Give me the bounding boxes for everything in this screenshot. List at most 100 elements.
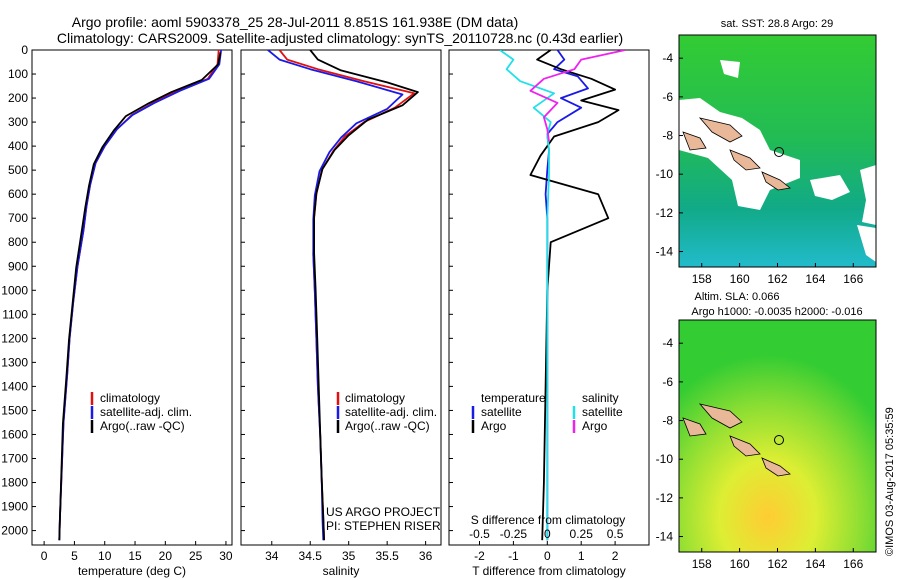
s-difference-ticks: -0.5 -0.25 0 0.25 0.5 [469, 527, 624, 541]
difference-xlabel: T difference from climatology [472, 564, 626, 578]
map-y-tick-label: -10 [656, 452, 674, 466]
map-x-tick-label: 164 [805, 272, 825, 286]
legend-label-s-argo: Argo [582, 419, 608, 433]
depth-axis: 0 100 200 300 400 500 600 700 800 900 1000 1100 1200… [1, 43, 36, 538]
legend-label-t-argo: Argo [481, 419, 507, 433]
depth-tick-label: 1100 [2, 307, 28, 321]
sst-map-title: sat. SST: 28.8 Argo: 29 [721, 18, 834, 30]
legend-label-t-satellite: satellite [481, 405, 522, 419]
depth-tick-label: 100 [8, 67, 28, 81]
depth-tick-label: 900 [8, 259, 28, 273]
sla-map-title: Altim. SLA: 0.066 [695, 291, 780, 303]
sst-island [729, 149, 761, 171]
depth-tick-label: 1600 [1, 427, 28, 441]
depth-tick-label: 1300 [1, 355, 28, 369]
sla-island [682, 417, 707, 437]
difference-legend-salinity: salinity satellite Argo [572, 391, 623, 433]
x-tick-label: 0 [544, 549, 551, 563]
sst-cloud-mask [810, 175, 850, 200]
series-t-argo [529, 50, 620, 541]
x-tick-label: 20 [159, 549, 173, 563]
sst-map: 158 160 162 164 166 -4 -6 -8 -10 -12 -14 [656, 34, 877, 286]
depth-tick-label: 1000 [1, 283, 28, 297]
sst-cloud-mask [720, 60, 740, 78]
imos-timestamp: ©IMOS 03-Aug-2017 05:35:59 [884, 407, 896, 556]
sla-island [761, 457, 791, 477]
depth-tick-label: 300 [8, 115, 28, 129]
series-argo-raw-qc- [58, 52, 222, 541]
salinity-curves [267, 50, 419, 541]
map-y-tick-label: -4 [662, 336, 673, 350]
legend-label-satellite: satellite-adj. clim. [100, 405, 192, 419]
x-tick-label: 0 [41, 549, 48, 563]
sst-island [761, 171, 791, 191]
x-tick-label: 34.5 [299, 549, 323, 563]
x-tick-label: 10 [98, 549, 112, 563]
s-diff-tick-label: 0 [544, 527, 551, 541]
sst-cloud-mask [860, 165, 876, 225]
map-y-tick-label: -12 [656, 206, 674, 220]
map-y-tick-label: -8 [662, 129, 673, 143]
map-x-tick-label: 162 [767, 557, 787, 571]
depth-tick-label: 1900 [1, 500, 28, 514]
depth-tick-label: 700 [8, 211, 28, 225]
map-x-tick-label: 166 [843, 272, 863, 286]
x-axes: 0 5 10 15 20 25 30 34 34.5 35 35.5 36 -2 -1 0 1 2 [41, 49, 619, 563]
sst-island [698, 117, 743, 143]
temperature-xlabel: temperature (deg C) [78, 564, 186, 578]
x-tick-label: 30 [219, 549, 233, 563]
credit-project: US ARGO PROJECT [326, 505, 441, 519]
sla-island [729, 435, 761, 457]
legend-label-satellite: satellite-adj. clim. [345, 405, 437, 419]
depth-tick-label: 1200 [1, 331, 28, 345]
x-tick-label: 34 [265, 549, 279, 563]
x-tick-label: 35.5 [375, 549, 399, 563]
map-y-tick-label: -4 [662, 51, 673, 65]
x-tick-label: 15 [128, 549, 142, 563]
sst-argo-position-marker [774, 147, 784, 157]
depth-tick-label: 600 [8, 187, 28, 201]
temperature-panel [31, 49, 233, 546]
map-y-tick-label: -6 [662, 90, 673, 104]
sla-map-axes: 158 160 162 164 166 -4 -6 -8 -10 -12 -14 [656, 336, 864, 571]
map-x-tick-label: 158 [692, 272, 712, 286]
legend-title-temperature: temperature [481, 391, 546, 405]
legend-label-argo: Argo(..raw -QC) [100, 419, 185, 433]
series-climatology [58, 50, 220, 541]
sst-masks [679, 60, 876, 262]
x-tick-label: 25 [189, 549, 203, 563]
temperature-legend: climatology satellite-adj. clim. Argo(..… [90, 391, 192, 433]
map-x-tick-label: 160 [730, 272, 750, 286]
s-diff-tick-label: -0.5 [469, 527, 490, 541]
depth-tick-label: 1500 [1, 403, 28, 417]
legend-label-s-satellite: satellite [582, 405, 623, 419]
salinity-panel [240, 49, 442, 546]
sst-cloud-mask [857, 225, 876, 262]
depth-tick-label: 200 [8, 91, 28, 105]
depth-tick-label: 1400 [1, 379, 28, 393]
depth-tick-label: 800 [8, 235, 28, 249]
temperature-curves [58, 50, 222, 541]
s-diff-tick-label: -0.25 [500, 527, 528, 541]
map-y-tick-label: -12 [656, 491, 674, 505]
series-s-argo [529, 50, 626, 142]
s-diff-tick-label: 0.5 [607, 527, 624, 541]
credit-pi: PI: STEPHEN RISER [326, 519, 441, 533]
legend-label-climatology: climatology [100, 391, 160, 405]
sla-argo-position-marker [774, 435, 784, 445]
s-diff-tick-label: 0.25 [570, 527, 594, 541]
depth-tick-label: 2000 [1, 524, 28, 538]
x-tick-label: 1 [578, 549, 585, 563]
difference-curves [499, 50, 626, 541]
x-tick-label: -1 [508, 549, 519, 563]
header-line-2: Climatology: CARS2009. Satellite-adjuste… [57, 30, 623, 46]
map-y-tick-label: -6 [662, 375, 673, 389]
legend-label-argo: Argo(..raw -QC) [345, 419, 430, 433]
sst-map-axes: 158 160 162 164 166 -4 -6 -8 -10 -12 -14 [656, 51, 864, 286]
sla-map: 158 160 162 164 166 -4 -6 -8 -10 -12 -14 [656, 319, 877, 571]
depth-tick-label: 1800 [1, 476, 28, 490]
series-satellite-adj-clim- [267, 50, 404, 541]
difference-panel [448, 49, 650, 546]
map-x-tick-label: 162 [767, 272, 787, 286]
